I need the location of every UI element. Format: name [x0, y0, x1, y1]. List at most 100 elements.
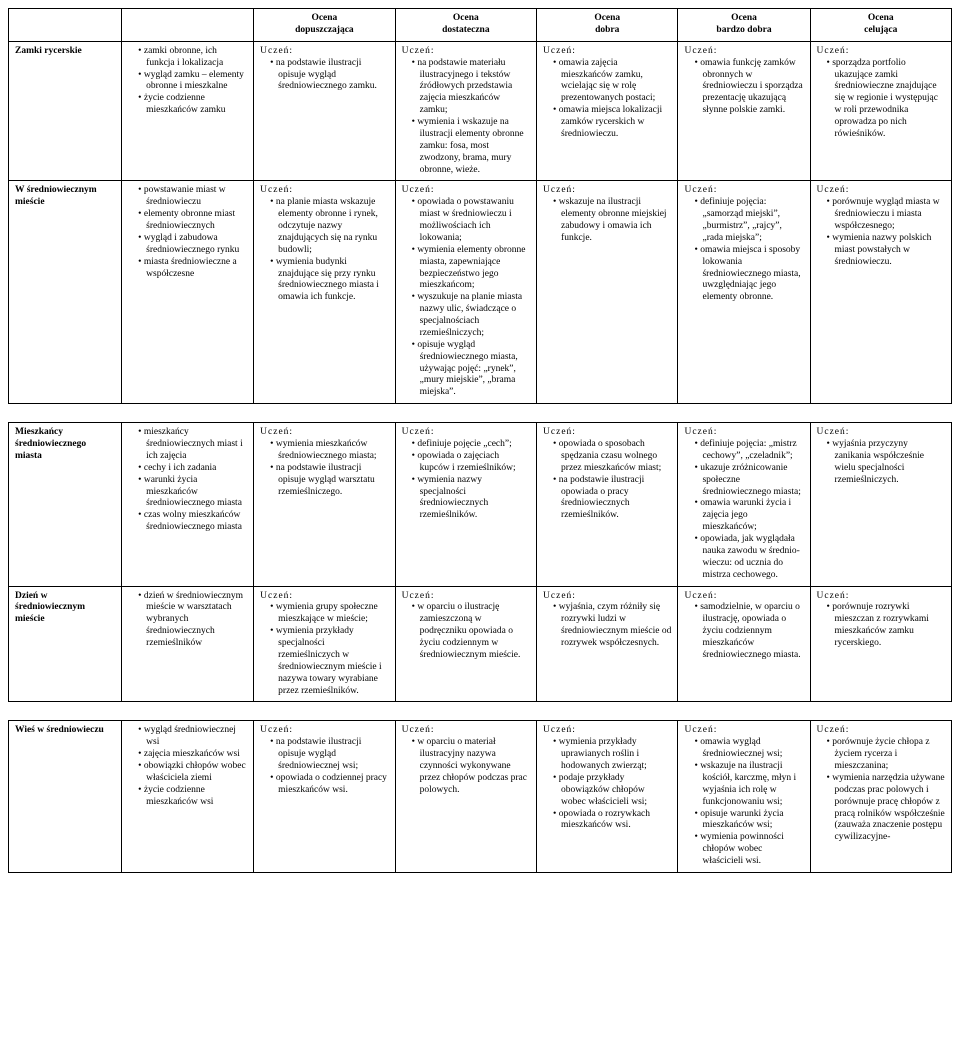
grading-table-2: Mieszkańcy średniowiecznego miasta miesz…: [8, 422, 952, 702]
list-item: na podstawie ilustracji opisuje wygląd w…: [270, 463, 388, 499]
list-item: sporządza portfolio ukazujące zamki śred…: [827, 58, 946, 141]
row-title: Zamki rycerskie: [9, 41, 122, 181]
list-item: omawia miejsca i sposoby lokowania średn…: [694, 245, 803, 304]
list-item: na podstawie ilustracji opisuje wygląd ś…: [270, 58, 388, 94]
list-item: ukazuje zróżnicowanie społeczne średniow…: [694, 463, 803, 499]
list-item: elementy obronne miast średniowiecznych: [138, 209, 247, 233]
cell-c2: Uczeń:na podstawie materiału ilustracyjn…: [395, 41, 536, 181]
cell-c1: Uczeń:wymienia mieszkańców średniowieczn…: [254, 423, 395, 586]
list-item: wyjaśnia przyczyny zanikania współcześni…: [827, 439, 946, 487]
list-item: opisuje wygląd średniowiecznego miasta, …: [412, 340, 530, 399]
row-title: Dzień w średniowiecznym mieście: [9, 586, 122, 702]
list-item: porównuje życie chłopa z życiem rycerza …: [827, 737, 946, 773]
list-item: dzień w średniowiecznym mieście w warszt…: [138, 591, 247, 650]
cell-c4: Uczeń:definiuje pojęcia: „samorząd miejs…: [678, 181, 810, 404]
list-item: cechy i ich zadania: [138, 463, 247, 475]
header-dopuszczajaca: Ocenadopuszczająca: [254, 9, 395, 42]
row-topics: mieszkańcy średniowiecznych miast i ich …: [122, 423, 254, 586]
list-item: na podstawie ilustracji opowiada o pracy…: [553, 475, 671, 523]
cell-c1: Uczeń:na podstawie ilustracji opisuje wy…: [254, 721, 395, 873]
list-item: wymienia nazwy specjalności średniowiecz…: [412, 475, 530, 523]
list-item: opowiada, jak wyglądała nauka zawodu w ś…: [694, 534, 803, 582]
row-topics: powstawanie miast w średniowieczuelement…: [122, 181, 254, 404]
list-item: wymienia budynki znajdujące się przy ryn…: [270, 257, 388, 305]
list-item: definiuje pojęcia: „samorząd miejski”, „…: [694, 197, 803, 245]
list-item: wyszukuje na planie miasta nazwy ulic, ś…: [412, 292, 530, 340]
list-item: samodzielnie, w oparciu o ilustrację, op…: [694, 602, 803, 661]
cell-c4: Uczeń:definiuje pojęcia: „mistrz cechowy…: [678, 423, 810, 586]
list-item: opowiada o rozrywkach mieszkańców wsi.: [553, 809, 671, 833]
list-item: w oparciu o materiał ilustracyjny nazywa…: [412, 737, 530, 796]
cell-c2: Uczeń:definiuje pojęcie „cech”;opowiada …: [395, 423, 536, 586]
row-title: Wieś w średniowieczu: [9, 721, 122, 873]
list-item: omawia wygląd średniowiecznej wsi;: [694, 737, 803, 761]
list-item: życie codzienne mieszkańców wsi: [138, 785, 247, 809]
row-miasto: W średniowiecznym mieście powstawanie mi…: [9, 181, 952, 404]
list-item: opowiada o codziennej pracy mieszkańców …: [270, 773, 388, 797]
list-item: omawia warunki życia i zajęcia jego mies…: [694, 498, 803, 534]
header-dobra: Ocenadobra: [537, 9, 678, 42]
header-celujaca: Ocenacelująca: [810, 9, 952, 42]
cell-c3: Uczeń:omawia zajęcia mieszkańców zamku, …: [537, 41, 678, 181]
cell-c2: Uczeń:w oparciu o ilustrację zamieszczon…: [395, 586, 536, 702]
list-item: wyjaśnia, czym różniły się rozrywki ludz…: [553, 602, 671, 650]
header-bardzo-dobra: Ocenabardzo dobra: [678, 9, 810, 42]
cell-c3: Uczeń:wymienia przykłady uprawianych roś…: [537, 721, 678, 873]
list-item: omawia zajęcia mieszkańców zamku, wciela…: [553, 58, 671, 106]
list-item: czas wolny mieszkańców średniowiecznego …: [138, 510, 247, 534]
cell-c5: Uczeń:wyjaśnia przyczyny zanikania współ…: [810, 423, 952, 586]
list-item: wymienia grupy społeczne mieszkające w m…: [270, 602, 388, 626]
list-item: podaje przykłady obowiązków chłopów wobe…: [553, 773, 671, 809]
header-dostateczna: Ocenadostateczna: [395, 9, 536, 42]
cell-c1: Uczeń:na planie miasta wskazuje elementy…: [254, 181, 395, 404]
list-item: porównuje wygląd miasta w średniowieczu …: [827, 197, 946, 233]
list-item: powstawanie miast w średniowieczu: [138, 185, 247, 209]
cell-c1: Uczeń:wymienia grupy społeczne mieszkają…: [254, 586, 395, 702]
list-item: mieszkańcy średniowiecznych miast i ich …: [138, 427, 247, 463]
row-zamki: Zamki rycerskie zamki obronne, ich funkc…: [9, 41, 952, 181]
list-item: obowiązki chłopów wobec właściciela ziem…: [138, 761, 247, 785]
list-item: warunki życia mieszkańców średniowieczne…: [138, 475, 247, 511]
list-item: na podstawie materiału ilustracyjnego i …: [412, 58, 530, 117]
list-item: wskazuje na ilustracji elementy obronne …: [553, 197, 671, 245]
header-blank2: [122, 9, 254, 42]
list-item: opowiada o zajęciach kupców i rzemieślni…: [412, 451, 530, 475]
list-item: wymienia przykłady specjalności rzemieśl…: [270, 626, 388, 697]
list-item: opowiada o powstawaniu miast w średniowi…: [412, 197, 530, 245]
list-item: wymienia mieszkańców średniowiecznego mi…: [270, 439, 388, 463]
list-item: definiuje pojęcia: „mistrz cechowy”, „cz…: [694, 439, 803, 463]
list-item: wygląd średniowiecznej wsi: [138, 725, 247, 749]
cell-c4: Uczeń:omawia funkcję zamków obronnych w …: [678, 41, 810, 181]
row-title: Mieszkańcy średniowiecznego miasta: [9, 423, 122, 586]
row-mieszkancy: Mieszkańcy średniowiecznego miasta miesz…: [9, 423, 952, 586]
list-item: wymienia narzędzia używane podczas prac …: [827, 773, 946, 844]
cell-c5: Uczeń:porównuje wygląd miasta w średniow…: [810, 181, 952, 404]
row-topics: dzień w średniowiecznym mieście w warszt…: [122, 586, 254, 702]
cell-c3: Uczeń:opowiada o sposobach spędzania cza…: [537, 423, 678, 586]
cell-c4: Uczeń:samodzielnie, w oparciu o ilustrac…: [678, 586, 810, 702]
header-blank: [9, 9, 122, 42]
list-item: opowiada o sposobach spędzania czasu wol…: [553, 439, 671, 475]
cell-c1: Uczeń:na podstawie ilustracji opisuje wy…: [254, 41, 395, 181]
list-item: zamki obronne, ich funkcja i lokalizacja: [138, 46, 247, 70]
list-item: wygląd i zabudowa średniowiecznego rynku: [138, 233, 247, 257]
list-item: wymienia elementy obronne miasta, zapewn…: [412, 245, 530, 293]
cell-c5: Uczeń:sporządza portfolio ukazujące zamk…: [810, 41, 952, 181]
list-item: omawia funkcję zamków obronnych w średni…: [694, 58, 803, 117]
list-item: opisuje warunki życia mieszkańców wsi;: [694, 809, 803, 833]
cell-c5: Uczeń:porównuje rozrywki mieszczan z roz…: [810, 586, 952, 702]
list-item: wymienia powinności chłopów wobec właści…: [694, 832, 803, 868]
cell-c2: Uczeń:w oparciu o materiał ilustracyjny …: [395, 721, 536, 873]
list-item: wymienia i wskazuje na ilustracji elemen…: [412, 117, 530, 176]
list-item: zajęcia mieszkańców wsi: [138, 749, 247, 761]
list-item: na podstawie ilustracji opisuje wygląd ś…: [270, 737, 388, 773]
list-item: wymienia nazwy polskich miast powstałych…: [827, 233, 946, 269]
cell-c4: Uczeń:omawia wygląd średniowiecznej wsi;…: [678, 721, 810, 873]
list-item: definiuje pojęcie „cech”;: [412, 439, 530, 451]
list-item: na planie miasta wskazuje elementy obron…: [270, 197, 388, 256]
header-row: Ocenadopuszczająca Ocenadostateczna Ocen…: [9, 9, 952, 42]
list-item: omawia miejsca lokalizacji zamków rycers…: [553, 105, 671, 141]
list-item: wygląd zamku – elementy obronne i mieszk…: [138, 70, 247, 94]
row-wies: Wieś w średniowieczu wygląd średniowiecz…: [9, 721, 952, 873]
list-item: wskazuje na ilustracji kościół, karczmę,…: [694, 761, 803, 809]
